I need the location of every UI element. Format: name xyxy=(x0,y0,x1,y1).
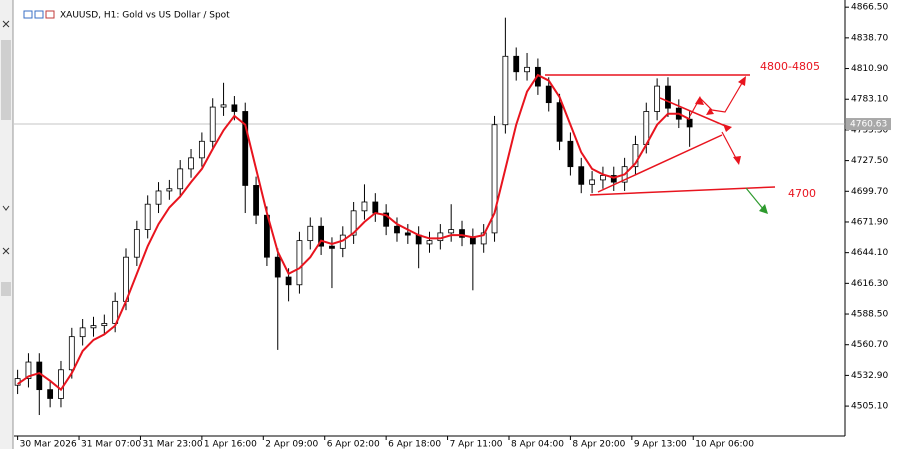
candle-body xyxy=(502,55,509,126)
x-tick-label: 8 Apr 04:00 xyxy=(511,440,564,449)
candle-body xyxy=(426,240,433,245)
y-tick-label: 4727.50 xyxy=(851,156,888,166)
annotation: 4800-4805 xyxy=(760,60,820,73)
x-tick-label: 31 Mar 23:00 xyxy=(142,440,202,449)
candle-body xyxy=(654,85,661,112)
candle-body xyxy=(242,111,249,186)
candle-body xyxy=(361,201,368,212)
candle-body xyxy=(198,140,205,159)
candle-body xyxy=(567,140,574,168)
candle-body xyxy=(188,157,194,170)
y-tick-label: 4588.50 xyxy=(851,310,888,320)
candle-body xyxy=(545,85,552,104)
candle-body xyxy=(665,85,671,109)
candle-body xyxy=(448,229,455,234)
candle-body xyxy=(610,175,617,183)
candle-body xyxy=(68,336,75,371)
x-tick-label: 6 Apr 02:00 xyxy=(327,440,380,449)
x-tick-label: 30 Mar 2026 xyxy=(20,440,77,449)
candle-body xyxy=(513,55,520,73)
x-tick-label: 2 Apr 09:00 xyxy=(265,440,318,449)
annotation: 4700 xyxy=(788,187,816,200)
candle-body xyxy=(253,185,259,216)
candle-body xyxy=(394,225,400,234)
y-tick-label: 4699.70 xyxy=(851,187,888,197)
x-tick-label: 6 Apr 18:00 xyxy=(388,440,441,449)
candle-body xyxy=(404,232,411,236)
y-tick-label: 4671.90 xyxy=(851,217,888,227)
close-icon[interactable] xyxy=(2,247,10,255)
candle-body xyxy=(329,245,335,249)
candle-body xyxy=(79,327,86,338)
down-arrow xyxy=(745,187,765,211)
x-tick-label: 7 Apr 11:00 xyxy=(450,440,503,449)
y-tick-label: 4560.70 xyxy=(851,340,888,350)
candle-body xyxy=(632,144,639,168)
candle-body xyxy=(101,323,108,327)
support-line xyxy=(589,186,776,196)
y-tick-label: 4838.70 xyxy=(851,33,888,43)
close-icon[interactable] xyxy=(2,20,10,28)
current-price-box xyxy=(846,118,891,131)
candle-body xyxy=(144,203,151,230)
x-tick-label: 1 Apr 16:00 xyxy=(204,440,257,449)
current-price-label: 4760.63 xyxy=(850,120,887,130)
candle-body xyxy=(318,225,325,247)
candle-body xyxy=(578,166,585,185)
moving-average xyxy=(17,73,691,392)
candle-body xyxy=(274,256,281,278)
x-tick-label: 10 Apr 06:00 xyxy=(695,440,754,449)
y-tick-label: 4866.50 xyxy=(851,3,888,13)
arrow-heads xyxy=(695,76,746,165)
y-tick-label: 4505.10 xyxy=(851,402,888,412)
candle-body xyxy=(166,188,173,192)
candle-body xyxy=(285,276,292,286)
candle-body xyxy=(686,118,693,128)
candle-body xyxy=(437,232,444,242)
candle-body xyxy=(589,179,595,185)
y-tick-label: 4644.10 xyxy=(851,248,888,258)
y-tick-label: 4755.30 xyxy=(851,125,888,135)
triangle xyxy=(597,97,731,193)
candle-body xyxy=(25,361,32,380)
candle-body xyxy=(372,201,379,214)
y-tick-label: 4616.30 xyxy=(851,279,888,289)
candle-body xyxy=(459,229,465,238)
candle-body xyxy=(209,106,216,142)
candle-body xyxy=(350,210,357,236)
candle-body xyxy=(556,102,563,142)
candle-body xyxy=(307,225,314,242)
candle-body xyxy=(177,168,184,190)
scrollbar[interactable] xyxy=(1,282,11,296)
header-icon xyxy=(23,10,33,19)
header-icon xyxy=(34,10,44,19)
down-arrow-head xyxy=(759,204,768,214)
candle-body xyxy=(36,361,43,391)
candle-body xyxy=(47,389,54,399)
candle-body xyxy=(155,190,162,205)
scrollbar[interactable] xyxy=(1,40,11,120)
candle-body xyxy=(58,369,64,399)
y-tick-label: 4810.90 xyxy=(851,64,888,74)
y-tick-label: 4532.90 xyxy=(851,371,888,381)
chart-title: XAUUSD, H1: Gold vs US Dollar / Spot xyxy=(60,11,230,21)
candle-body xyxy=(296,240,303,286)
y-tick-label: 4783.10 xyxy=(851,95,888,105)
x-tick-label: 9 Apr 13:00 xyxy=(634,440,687,449)
candle-body xyxy=(491,124,498,234)
marks: 4866.50 4838.70 4810.90 4783.10 4755.30 4727.… xyxy=(14,3,891,449)
candle-body xyxy=(220,104,227,108)
header-icon xyxy=(45,10,55,19)
candle-body xyxy=(600,175,606,181)
candle-body xyxy=(231,104,238,112)
candle-body xyxy=(524,66,530,73)
x-tick-label: 31 Mar 07:00 xyxy=(81,440,141,449)
candle-body xyxy=(383,212,390,227)
candle-body xyxy=(90,325,97,329)
scroll-arrow[interactable] xyxy=(2,205,10,211)
candle-body xyxy=(133,229,140,258)
x-tick-label: 8 Apr 20:00 xyxy=(572,440,625,449)
